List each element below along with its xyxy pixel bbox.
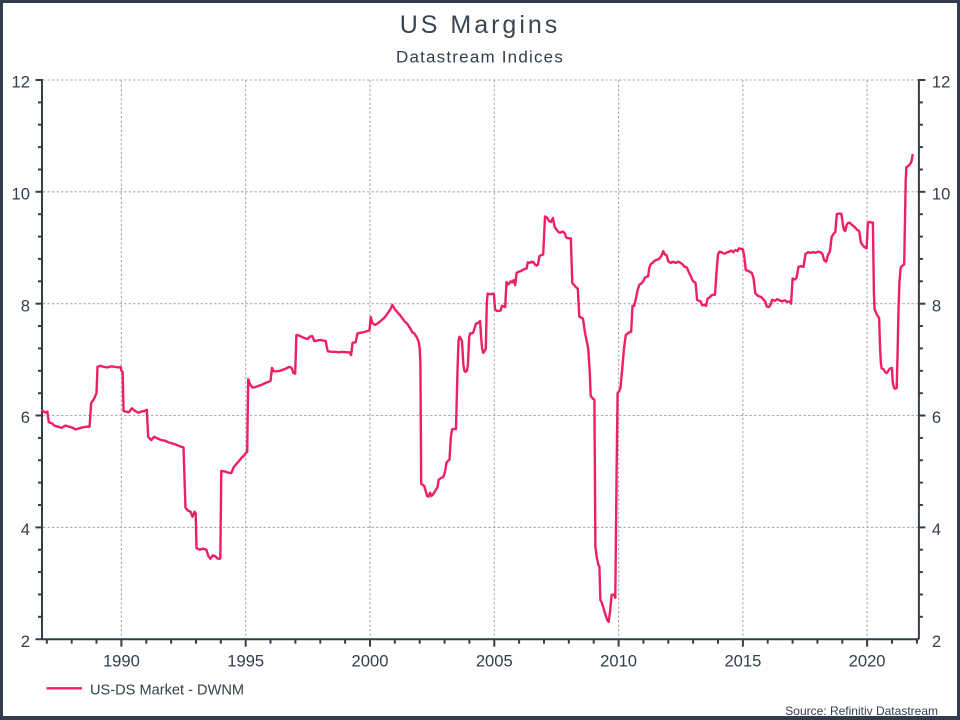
svg-text:4: 4 [932,520,941,539]
svg-text:6: 6 [21,408,30,427]
svg-text:2010: 2010 [600,652,637,671]
svg-text:4: 4 [21,520,30,539]
svg-text:US-DS Market - DWNM: US-DS Market - DWNM [90,683,244,699]
svg-text:8: 8 [21,296,30,315]
svg-text:Datastream Indices: Datastream Indices [396,48,564,67]
svg-text:2: 2 [932,632,941,651]
svg-text:US Margins: US Margins [400,11,561,39]
svg-text:2000: 2000 [352,652,389,671]
svg-text:1990: 1990 [103,652,140,671]
svg-text:Source: Refinitiv Datastream: Source: Refinitiv Datastream [785,704,938,718]
svg-text:10: 10 [12,184,30,203]
svg-text:2005: 2005 [476,652,513,671]
svg-text:10: 10 [932,184,950,203]
svg-text:2: 2 [21,632,30,651]
svg-text:12: 12 [12,73,30,92]
svg-text:12: 12 [932,73,950,92]
svg-text:1995: 1995 [227,652,264,671]
svg-text:8: 8 [932,296,941,315]
svg-text:6: 6 [932,408,941,427]
svg-text:2015: 2015 [724,652,761,671]
svg-text:2020: 2020 [849,652,886,671]
